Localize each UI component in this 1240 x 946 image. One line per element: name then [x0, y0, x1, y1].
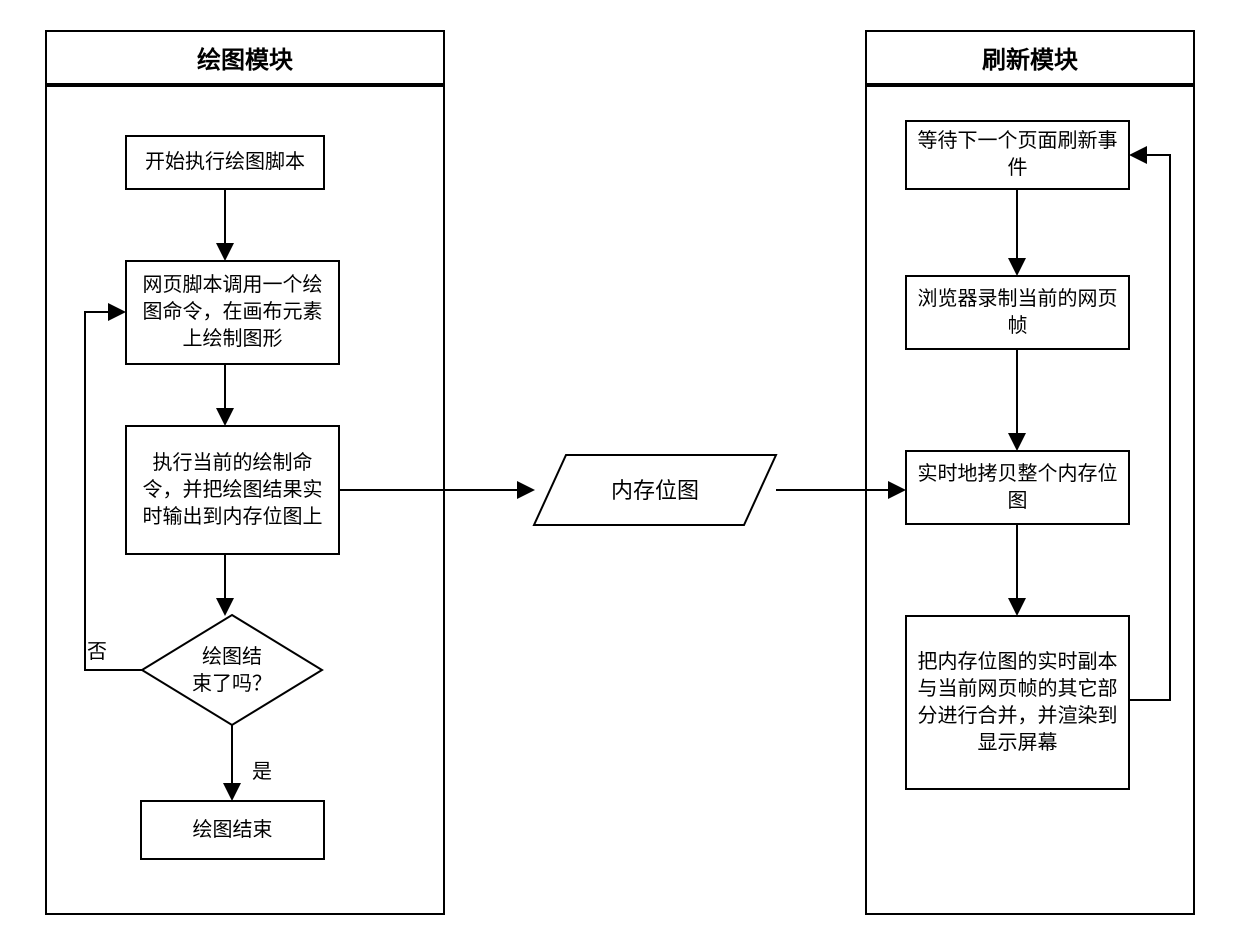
node-copyBmp: 实时地拷贝整个内存位图 — [905, 450, 1130, 525]
module-right-title: 刷新模块 — [865, 30, 1195, 85]
node-callDraw: 网页脚本调用一个绘图命令，在画布元素上绘制图形 — [125, 260, 340, 365]
module-left-title: 绘图模块 — [45, 30, 445, 85]
node-execDraw: 执行当前的绘制命令，并把绘图结果实时输出到内存位图上 — [125, 425, 340, 555]
node-memBitmap-text: 内存位图 — [611, 478, 699, 503]
node-end: 绘图结束 — [140, 800, 325, 860]
node-memBitmap-shape — [534, 455, 776, 525]
label-yes: 是 — [252, 755, 272, 784]
node-start: 开始执行绘图脚本 — [125, 135, 325, 190]
node-merge: 把内存位图的实时副本与当前网页帧的其它部分进行合并，并渲染到显示屏幕 — [905, 615, 1130, 790]
node-recFrame: 浏览器录制当前的网页帧 — [905, 275, 1130, 350]
node-waitEvt: 等待下一个页面刷新事件 — [905, 120, 1130, 190]
label-no: 否 — [87, 635, 107, 664]
